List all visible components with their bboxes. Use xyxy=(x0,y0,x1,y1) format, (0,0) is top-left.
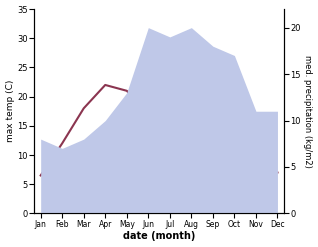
Y-axis label: med. precipitation (kg/m2): med. precipitation (kg/m2) xyxy=(303,55,313,168)
Y-axis label: max temp (C): max temp (C) xyxy=(5,80,15,143)
X-axis label: date (month): date (month) xyxy=(123,231,195,242)
